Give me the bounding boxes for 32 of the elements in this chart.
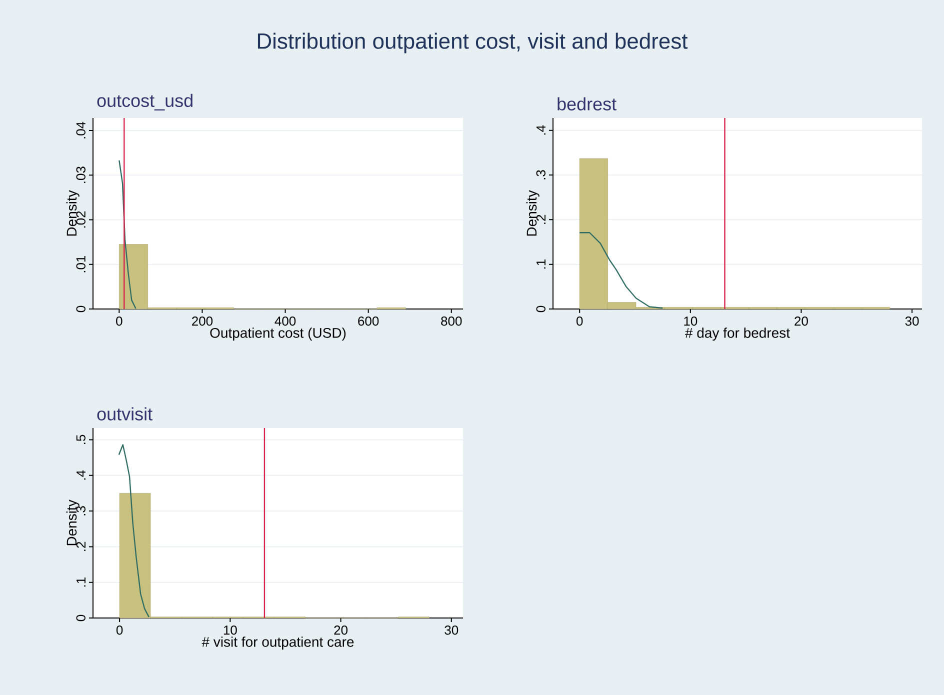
y-tick-label: .1 xyxy=(536,260,546,269)
x-tick-label: 800 xyxy=(441,316,462,326)
x-tick-label: 0 xyxy=(576,316,583,326)
chart-title: outvisit xyxy=(97,407,152,420)
chart-title: outcost_usd xyxy=(97,94,192,110)
text: Distribution outpatient cost, visit and bedrest xyxy=(258,32,688,54)
x-tick-label: 0 xyxy=(116,626,123,635)
y-tick-label: .4 xyxy=(76,470,86,480)
x-tick-label: 30 xyxy=(444,626,458,635)
x-tick-label: 30 xyxy=(905,316,919,326)
y-tick-label: .5 xyxy=(76,434,86,444)
x-tick-label: 400 xyxy=(274,316,296,326)
x-tick-label: 10 xyxy=(224,626,237,635)
y-tick-label: .4 xyxy=(536,125,546,135)
x-tick-label: 20 xyxy=(334,626,348,635)
y-tick-label: .3 xyxy=(536,170,546,180)
x-tick-label: 0 xyxy=(116,316,122,326)
x-axis-title: Outpatient cost (USD) xyxy=(210,328,346,341)
y-tick-label: .1 xyxy=(76,578,86,587)
chart-title: bedrest xyxy=(558,97,616,110)
x-tick-label: 10 xyxy=(684,316,698,326)
y-tick-label: .03 xyxy=(76,166,86,183)
x-tick-label: 20 xyxy=(794,316,808,326)
x-axis-title: # day for bedrest xyxy=(685,328,790,341)
y-tick-label: 0 xyxy=(76,614,86,622)
x-axis-title: # visit for outpatient care xyxy=(202,636,354,650)
x-tick-label: 200 xyxy=(192,316,213,326)
x-tick-label: 600 xyxy=(358,316,379,326)
y-tick-label: .01 xyxy=(76,256,86,272)
y-tick-label: .04 xyxy=(76,122,86,138)
y-tick-label: 0 xyxy=(76,306,86,312)
y-tick-label: 0 xyxy=(536,306,546,312)
